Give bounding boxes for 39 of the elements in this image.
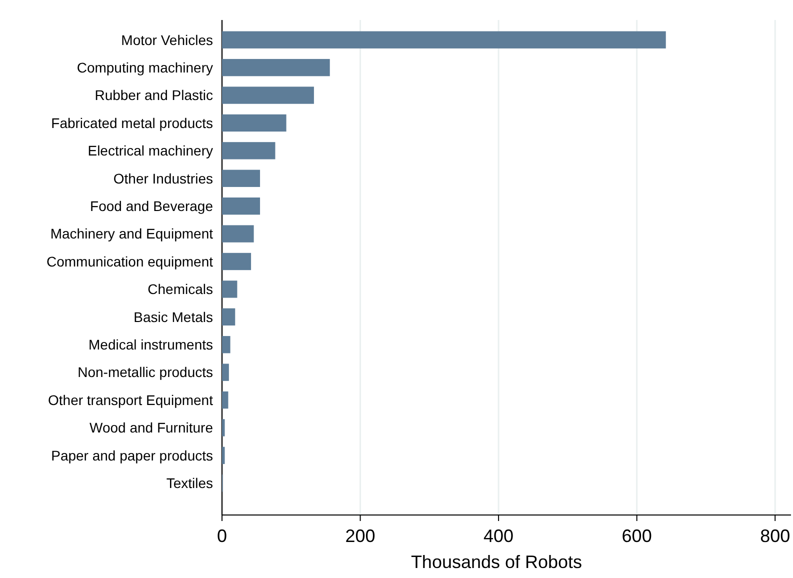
y-tick-label: Food and Beverage xyxy=(90,198,214,214)
bar xyxy=(222,280,238,298)
x-tick-label: 0 xyxy=(216,526,228,546)
y-tick-label: Basic Metals xyxy=(134,308,213,325)
y-tick-label: Chemicals xyxy=(148,281,213,298)
bar xyxy=(222,31,666,48)
y-tick-label: Medical instruments xyxy=(88,336,213,353)
bar xyxy=(222,252,252,270)
x-tick-label: 600 xyxy=(622,526,652,546)
y-tick-label: Non-metallic products xyxy=(78,364,213,380)
y-tick-label: Electrical machinery xyxy=(88,142,213,159)
bar xyxy=(222,446,225,464)
bar xyxy=(222,142,276,160)
bar xyxy=(222,86,314,104)
y-tick-label: Textiles xyxy=(166,475,213,492)
bar xyxy=(222,225,254,242)
bar xyxy=(222,336,230,354)
y-tick-label: Computing machinery xyxy=(76,59,213,76)
y-tick-label: Fabricated metal products xyxy=(51,114,213,131)
y-tick-label: Other Industries xyxy=(113,170,213,186)
y-tick-label: Communication equipment xyxy=(46,253,214,270)
bar xyxy=(222,58,330,76)
bar xyxy=(222,391,228,409)
bar xyxy=(222,364,229,381)
bar xyxy=(222,170,260,187)
y-tick-label: Paper and paper products xyxy=(51,447,213,464)
bar xyxy=(222,198,260,215)
x-tick-label: 200 xyxy=(345,526,376,546)
bar xyxy=(222,114,286,132)
y-tick-label: Motor Vehicles xyxy=(121,32,213,48)
y-tick-label: Machinery and Equipment xyxy=(50,226,214,242)
x-axis-title: Thousands of Robots xyxy=(410,552,582,572)
y-tick-label: Rubber and Plastic xyxy=(94,87,213,104)
x-tick-label: 400 xyxy=(484,526,514,546)
bar xyxy=(222,419,225,436)
x-tick-label: 800 xyxy=(760,526,790,546)
y-tick-label: Wood and Furniture xyxy=(90,420,214,436)
y-tick-label: Other transport Equipment xyxy=(48,392,214,408)
bar xyxy=(222,308,236,326)
